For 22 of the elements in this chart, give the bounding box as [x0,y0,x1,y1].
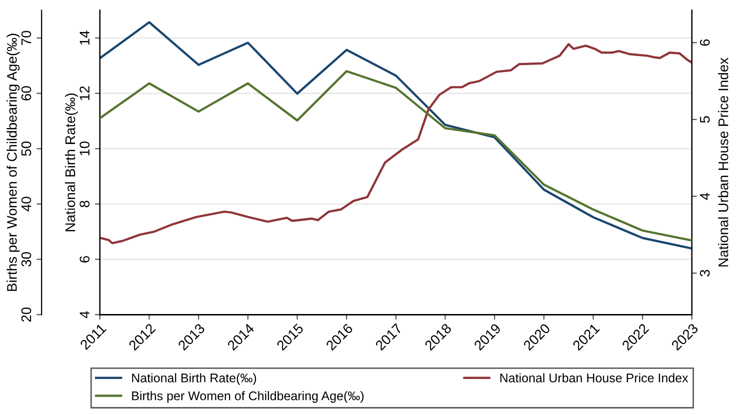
y-tick-label: 8 [80,200,90,208]
y3-tick-label: 60 [21,86,32,100]
y-tick-label: 12 [80,86,90,100]
y3-tick-label: 30 [21,252,32,267]
y-axis-title: National Birth Rate(‰) [64,94,78,232]
legend-label: National Birth Rate(‰) [132,373,256,385]
y2-tick-label: 5 [700,116,710,123]
y-tick-label: 14 [80,30,90,45]
y3-axis-title: Births per Women of Childbearing Age(‰) [6,34,20,291]
y-tick-label: 6 [80,256,90,262]
y3-tick-label: 70 [21,30,32,46]
y3-tick-label: 40 [21,196,32,212]
y-tick-label: 4 [80,311,90,318]
y2-tick-label: 4 [700,192,710,200]
y2-tick-label: 6 [700,39,710,46]
y-tick-label: 10 [80,141,90,156]
legend-label: National Urban House Price Index [500,373,688,382]
y3-tick-label: 20 [21,307,32,322]
legend-label: Births per Women of Childbearing Age(‰) [132,391,364,403]
y2-tick-label: 3 [700,270,710,276]
y3-tick-label: 50 [21,141,32,156]
y2-axis-title: National Urban House Price Index [718,58,728,266]
